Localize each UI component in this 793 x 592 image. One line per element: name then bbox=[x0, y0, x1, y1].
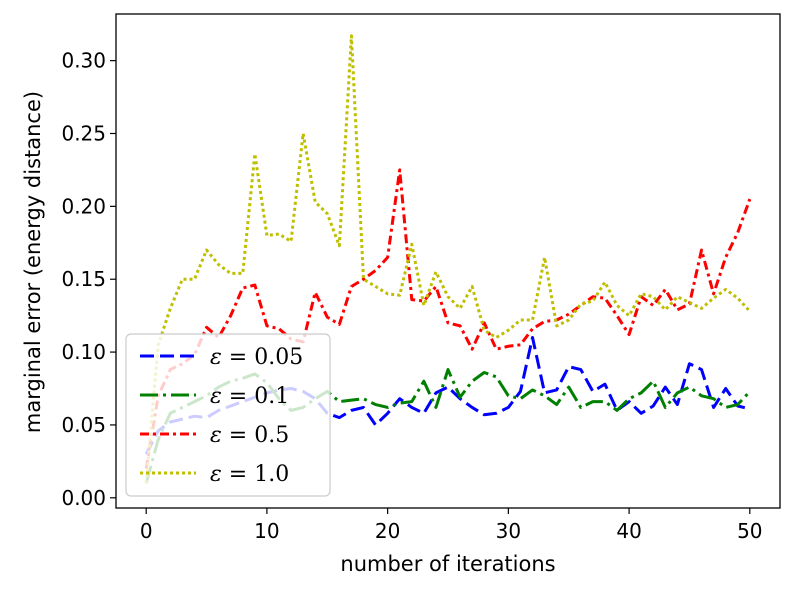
legend-label-1: ε = 0.05 bbox=[210, 345, 303, 370]
y-tick-label: 0.00 bbox=[61, 486, 106, 510]
legend-box bbox=[125, 333, 331, 497]
y-axis-ticks: 0.00 0.05 0.10 0.15 0.20 0.25 0.30 bbox=[61, 49, 116, 510]
y-tick-label: 0.05 bbox=[61, 413, 106, 437]
legend-label-2: ε = 0.1 bbox=[210, 384, 289, 409]
y-tick-label: 0.20 bbox=[61, 194, 106, 218]
y-tick-label: 0.25 bbox=[61, 121, 106, 145]
y-tick-label: 0.15 bbox=[61, 267, 106, 291]
y-tick-label: 0.10 bbox=[61, 340, 106, 364]
y-tick-label: 0.30 bbox=[61, 49, 106, 73]
x-tick-label: 0 bbox=[140, 519, 153, 543]
x-axis-ticks: 0 10 20 30 40 50 bbox=[140, 508, 763, 543]
x-tick-label: 10 bbox=[254, 519, 279, 543]
x-tick-label: 30 bbox=[496, 519, 521, 543]
x-tick-label: 20 bbox=[375, 519, 400, 543]
x-axis-label: number of iterations bbox=[340, 552, 555, 576]
legend-label-3: ε = 0.5 bbox=[210, 423, 289, 448]
series-line-4 bbox=[144, 34, 751, 484]
x-tick-label: 50 bbox=[737, 519, 762, 543]
y-axis-label: marginal error (energy distance) bbox=[21, 91, 45, 433]
legend: ε = 0.05 ε = 0.1 ε = 0.5 ε = 1.0 bbox=[125, 333, 331, 497]
plot-frame bbox=[115, 13, 781, 509]
legend-label-4: ε = 1.0 bbox=[210, 462, 289, 487]
x-tick-label: 40 bbox=[616, 519, 641, 543]
series-line-3 bbox=[144, 168, 752, 469]
